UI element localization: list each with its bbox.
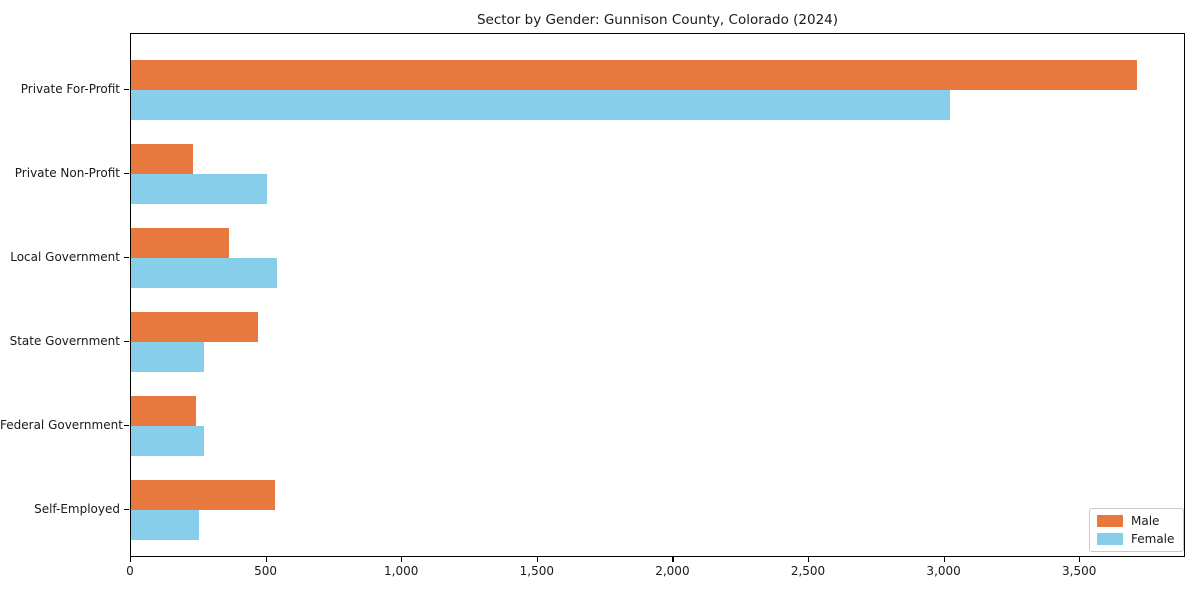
- bar-male-1: [131, 144, 194, 174]
- y-axis-label: Private Non-Profit: [14, 166, 120, 180]
- legend-label: Male: [1131, 514, 1160, 529]
- bar-male-2: [131, 228, 229, 258]
- y-tick: [124, 257, 129, 259]
- x-tick-label: 1,500: [519, 564, 554, 578]
- bar-male-4: [131, 396, 197, 426]
- bar-female-4: [131, 426, 205, 456]
- bar-female-2: [131, 258, 278, 288]
- bar-male-5: [131, 480, 275, 510]
- bar-male-3: [131, 312, 259, 342]
- y-axis-label: Self-Employed: [34, 502, 120, 516]
- legend-swatch-icon: [1097, 515, 1123, 528]
- x-tick-label: 3,500: [1062, 564, 1097, 578]
- y-axis-label: Federal Government: [0, 418, 123, 432]
- x-tick: [1079, 557, 1081, 562]
- y-tick: [124, 341, 129, 343]
- bar-female-5: [131, 510, 199, 540]
- x-tick-label: 2,500: [790, 564, 826, 578]
- bar-female-0: [131, 90, 951, 120]
- bar-female-3: [131, 342, 205, 372]
- x-tick: [130, 557, 132, 562]
- x-tick-label: 1,000: [384, 564, 419, 578]
- x-tick-label: 3,000: [926, 564, 961, 578]
- x-tick: [672, 557, 674, 562]
- x-tick: [536, 557, 538, 562]
- y-axis-label: Local Government: [10, 250, 120, 264]
- x-tick-label: 0: [126, 564, 134, 578]
- legend: Male Female: [1089, 508, 1184, 552]
- y-tick: [124, 509, 129, 511]
- x-tick: [808, 557, 810, 562]
- y-axis-label: Private For-Profit: [20, 82, 120, 96]
- y-axis-label: State Government: [9, 334, 120, 348]
- y-tick: [124, 89, 129, 91]
- chart-title: Sector by Gender: Gunnison County, Color…: [476, 12, 839, 28]
- x-tick: [943, 557, 945, 562]
- bar-female-1: [131, 174, 267, 204]
- y-tick: [124, 173, 129, 175]
- legend-item-female: Female: [1097, 532, 1176, 546]
- legend-item-male: Male: [1097, 514, 1176, 528]
- bar-male-0: [131, 60, 1138, 90]
- x-tick-label: 2,000: [655, 564, 690, 578]
- y-tick: [124, 425, 129, 427]
- x-tick-label: 500: [254, 564, 278, 578]
- legend-label: Female: [1131, 531, 1175, 546]
- x-tick: [265, 557, 267, 562]
- plot-area: [130, 33, 1185, 557]
- x-tick: [401, 557, 403, 562]
- legend-swatch-icon: [1097, 532, 1123, 545]
